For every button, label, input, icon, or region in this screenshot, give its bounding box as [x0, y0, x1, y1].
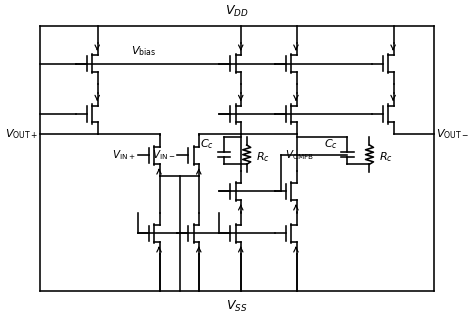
Text: $R_c$: $R_c$ — [256, 150, 270, 164]
Text: $V_{\mathrm{IN+}}$: $V_{\mathrm{IN+}}$ — [112, 149, 136, 162]
Text: $V_{\mathrm{IN-}}$: $V_{\mathrm{IN-}}$ — [152, 149, 175, 162]
Text: $V_{SS}$: $V_{SS}$ — [226, 299, 248, 314]
Text: $V_{\mathrm{OUT-}}$: $V_{\mathrm{OUT-}}$ — [436, 128, 469, 142]
Text: $R_c$: $R_c$ — [379, 150, 393, 164]
Text: $V_{DD}$: $V_{DD}$ — [225, 4, 249, 19]
Text: $V_{\mathrm{bias}}$: $V_{\mathrm{bias}}$ — [130, 45, 156, 58]
Text: $V_{\mathrm{OUT+}}$: $V_{\mathrm{OUT+}}$ — [5, 128, 38, 142]
Text: $V_{\mathrm{CMFB}}$: $V_{\mathrm{CMFB}}$ — [285, 148, 314, 162]
Text: $C_c$: $C_c$ — [200, 137, 214, 151]
Text: $C_c$: $C_c$ — [324, 137, 337, 151]
